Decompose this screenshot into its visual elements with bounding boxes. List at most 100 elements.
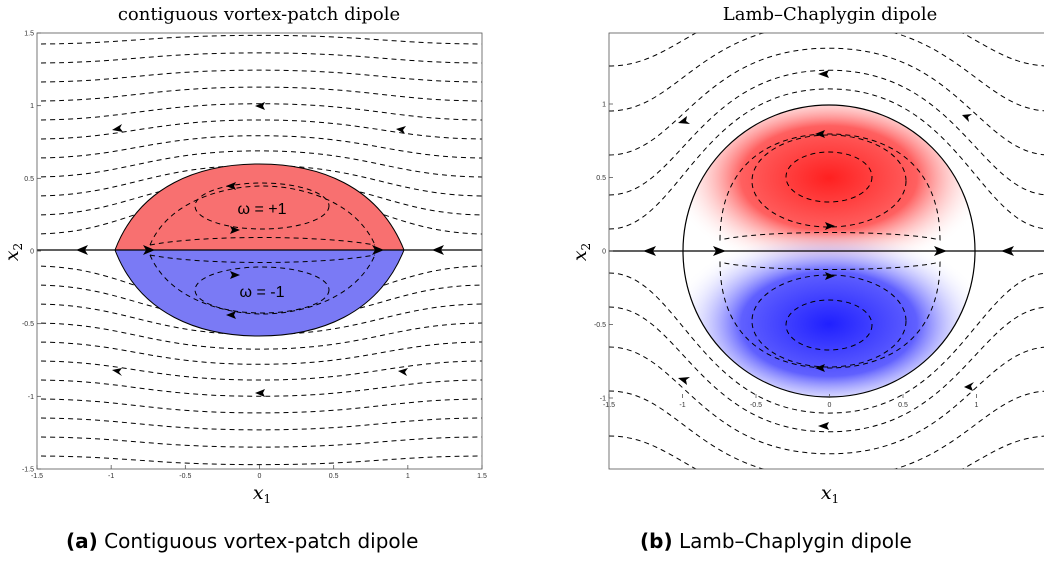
x-tick-label: 1.5 — [477, 473, 487, 480]
streamline — [37, 360, 482, 381]
streamline — [37, 455, 482, 466]
panel-a-ylabel: x2 — [1, 243, 25, 261]
panel-b-xlabel: x1 — [821, 482, 839, 506]
streamline — [609, 47, 1044, 156]
arrow-icon — [678, 377, 690, 385]
positive-vorticity-label: ω = +1 — [238, 201, 287, 218]
streamline — [609, 390, 1044, 469]
panel-a-arrows — [76, 102, 444, 397]
caption-a: (a) Contiguous vortex-patch dipole — [66, 529, 419, 553]
y-tick-label: 1 — [30, 103, 34, 110]
streamline — [609, 346, 1044, 455]
panel-b-title: Lamb–Chaplygin dipole — [723, 4, 937, 25]
negative-vorticity-label: ω = -1 — [240, 284, 285, 301]
negative-vortex-patch — [114, 249, 405, 337]
panel-a-title: contiguous vortex-patch dipole — [118, 4, 400, 25]
panel-a-inner-streamlines — [149, 182, 376, 315]
panel-b-streamlines — [609, 33, 1044, 469]
caption-b: (b) Lamb–Chaplygin dipole — [640, 529, 912, 553]
streamline — [37, 398, 482, 414]
x-tick-label: -1 — [679, 402, 685, 409]
arrow-icon — [962, 114, 972, 122]
x-tick-label: -1 — [108, 473, 114, 480]
x-tick-label: 0 — [258, 473, 262, 480]
y-tick-label: 0.5 — [24, 176, 34, 183]
arrow-icon — [255, 389, 265, 397]
streamline — [37, 178, 482, 216]
panel-a-xlabel: x1 — [253, 482, 271, 506]
arrow-icon — [432, 245, 444, 255]
y-tick-label: 0.5 — [596, 175, 606, 182]
streamline — [37, 265, 482, 309]
y-tick-label: 1 — [602, 102, 606, 109]
arrow-icon — [396, 126, 406, 134]
x-tick-label: -1.5 — [31, 473, 43, 480]
arrow-icon — [372, 245, 384, 255]
streamline — [609, 272, 1044, 414]
streamline — [37, 135, 482, 159]
streamline — [37, 119, 482, 140]
panel-b-inner-streamlines — [719, 133, 941, 369]
streamline — [37, 417, 482, 431]
streamline — [37, 322, 482, 350]
panel-b-ticks: -1.5-1-0.500.511.510.50-0.5-1 — [594, 102, 979, 410]
arrow-icon — [643, 246, 656, 256]
arrow-icon — [818, 422, 829, 430]
positive-vorticity-region — [683, 105, 975, 273]
arrow-icon — [818, 70, 829, 78]
y-tick-label: 0 — [602, 249, 606, 256]
negative-vorticity-region — [683, 229, 975, 397]
arrow-icon — [815, 130, 825, 138]
panel-b-ylabel: x2 — [569, 243, 593, 261]
arrow-icon — [112, 124, 123, 132]
arrow-icon — [226, 182, 236, 190]
x-tick-label: -0.5 — [179, 473, 191, 480]
arrow-icon — [964, 382, 974, 391]
streamline — [37, 341, 482, 365]
streamline — [37, 103, 482, 121]
positive-vortex-patch — [114, 163, 405, 251]
y-tick-label: -1.5 — [22, 467, 34, 474]
streamline — [37, 34, 482, 45]
arrow-icon — [815, 364, 825, 372]
arrow-icon — [1001, 246, 1014, 256]
arrow-icon — [713, 246, 726, 256]
arrow-icon — [230, 226, 240, 234]
y-tick-label: 0 — [30, 249, 34, 256]
y-tick-label: -0.5 — [594, 322, 606, 329]
y-tick-label: -1 — [600, 396, 606, 403]
streamline — [37, 86, 482, 102]
x-tick-label: 0.5 — [898, 402, 908, 409]
x-tick-label: 1 — [975, 402, 979, 409]
arrow-icon — [230, 271, 240, 279]
arrow-icon — [76, 245, 88, 255]
streamline — [37, 436, 482, 448]
x-tick-label: 0 — [828, 402, 832, 409]
arrow-icon — [112, 368, 122, 376]
panel-b: Lamb–Chaplygin dipole — [569, 4, 1044, 506]
x-tick-label: 1 — [406, 473, 410, 480]
streamline — [37, 52, 482, 64]
y-tick-label: 1.5 — [24, 31, 34, 38]
x-tick-label: -0.5 — [750, 402, 762, 409]
arrow-icon — [825, 222, 835, 230]
arrow-icon — [255, 102, 265, 110]
streamline — [609, 33, 1044, 67]
y-tick-label: -1 — [28, 394, 34, 401]
x-tick-label: 0.5 — [329, 473, 339, 480]
streamline — [609, 69, 1044, 196]
arrow-icon — [934, 246, 947, 256]
streamline — [37, 69, 482, 83]
streamline — [37, 191, 482, 235]
arrow-icon — [398, 368, 408, 376]
arrow-icon — [143, 245, 155, 255]
arrow-icon — [226, 311, 236, 319]
panel-b-arrows — [643, 70, 1014, 430]
panel-a-ticks: -1.5 -1 -0.5 0 0.5 1 1.5 1.5 1 0.5 0 -0.5 -1 -1.5 — [22, 31, 487, 481]
streamline — [37, 150, 482, 178]
streamline — [609, 88, 1044, 230]
panel-a: contiguous vortex-patch dipole — [1, 4, 487, 506]
x-tick-label: -1.5 — [603, 402, 615, 409]
streamline — [609, 33, 1044, 112]
